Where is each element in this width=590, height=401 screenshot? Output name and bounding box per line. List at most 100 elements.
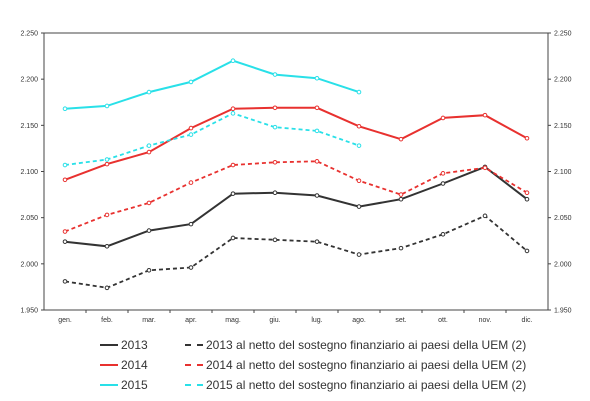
y-tick-label: 2.150 bbox=[554, 123, 572, 130]
series-line-1 bbox=[64, 106, 528, 181]
series-point-5 bbox=[356, 143, 362, 148]
series-point-1 bbox=[314, 105, 320, 111]
series-point-0 bbox=[188, 221, 194, 227]
y-tick-label: 2.150 bbox=[20, 123, 38, 130]
x-tick-label: dic. bbox=[522, 317, 533, 324]
series-point-1 bbox=[440, 115, 446, 121]
x-tick-label: giu. bbox=[269, 317, 280, 324]
series-point-2 bbox=[104, 103, 110, 109]
legend-swatch bbox=[100, 384, 118, 386]
series-line-5 bbox=[64, 112, 360, 166]
legend-label: 2015 al netto del sostegno finanziario a… bbox=[206, 378, 527, 392]
legend-label: 2013 al netto del sostegno finanziario a… bbox=[206, 338, 527, 352]
series-point-1 bbox=[398, 136, 404, 142]
series-point-4 bbox=[272, 159, 278, 165]
series-point-3 bbox=[62, 279, 68, 284]
series-point-0 bbox=[146, 228, 152, 233]
series-point-4 bbox=[314, 159, 320, 164]
series-point-0 bbox=[356, 204, 362, 209]
x-tick-label: lug. bbox=[311, 317, 322, 324]
series-point-4 bbox=[482, 165, 488, 171]
y-tick-label: 2.000 bbox=[20, 261, 38, 268]
series-point-4 bbox=[62, 229, 68, 234]
series-point-5 bbox=[314, 128, 320, 134]
series-point-4 bbox=[398, 192, 404, 197]
series-point-3 bbox=[272, 237, 278, 243]
series-point-1 bbox=[146, 149, 152, 155]
y-tick-label: 2.050 bbox=[554, 215, 572, 222]
series-line-2 bbox=[64, 59, 360, 110]
series-line-4 bbox=[64, 160, 528, 233]
series-point-4 bbox=[146, 200, 152, 206]
series-point-1 bbox=[104, 161, 110, 167]
series-point-4 bbox=[440, 171, 446, 176]
legend: 2013 2014 2015 2013 al netto del sostegn… bbox=[0, 330, 590, 400]
y-tick-label: 2.200 bbox=[20, 77, 38, 84]
legend-swatch bbox=[100, 344, 118, 346]
x-axis: gen. feb. mar. apr. mag. giu. lug. ago. set. ott.… bbox=[58, 310, 532, 324]
series-point-0 bbox=[398, 196, 404, 202]
legend-item-2013: 2013 bbox=[100, 338, 148, 352]
y-tick-label: 2.250 bbox=[20, 31, 38, 38]
series-point-5 bbox=[230, 111, 236, 116]
series-point-2 bbox=[356, 89, 362, 95]
x-tick-label: ago. bbox=[352, 317, 366, 324]
series-point-1 bbox=[356, 123, 362, 129]
y-tick-label: 1.950 bbox=[20, 308, 38, 315]
series-point-3 bbox=[146, 267, 152, 273]
legend-label: 2014 al netto del sostegno finanziario a… bbox=[206, 358, 527, 372]
legend-item-2014: 2014 bbox=[100, 358, 148, 372]
series-point-3 bbox=[104, 285, 110, 291]
y-tick-label: 2.050 bbox=[20, 215, 38, 222]
series-point-5 bbox=[272, 124, 278, 130]
x-tick-label: feb. bbox=[101, 317, 113, 324]
series-point-3 bbox=[314, 239, 320, 244]
y-tick-label: 2.100 bbox=[554, 169, 572, 176]
series-point-3 bbox=[440, 231, 446, 237]
series-point-5 bbox=[62, 162, 68, 168]
x-tick-label: nov. bbox=[479, 317, 492, 324]
legend-swatch bbox=[185, 344, 203, 346]
x-tick-label: set. bbox=[395, 317, 406, 324]
series-point-4 bbox=[356, 178, 362, 184]
series-point-2 bbox=[314, 75, 320, 81]
series-point-0 bbox=[230, 191, 236, 196]
series-point-5 bbox=[188, 132, 194, 137]
series-point-0 bbox=[272, 190, 278, 196]
series-point-3 bbox=[398, 245, 404, 251]
series-point-0 bbox=[104, 243, 110, 249]
series-line-0 bbox=[64, 165, 528, 248]
series-point-4 bbox=[104, 212, 110, 218]
legend-label: 2014 bbox=[121, 358, 148, 372]
y-axis-left: 1.950 2.000 2.050 2.100 2.150 2.200 2.250 bbox=[20, 31, 44, 315]
legend-swatch bbox=[185, 384, 203, 386]
series-point-1 bbox=[524, 135, 530, 141]
series-point-3 bbox=[356, 252, 362, 257]
x-tick-label: mag. bbox=[225, 317, 241, 324]
series-point-0 bbox=[524, 196, 530, 202]
series-point-0 bbox=[62, 239, 68, 244]
x-tick-label: ott. bbox=[438, 317, 448, 324]
series-point-5 bbox=[146, 143, 152, 148]
series-point-5 bbox=[104, 157, 110, 162]
y-tick-label: 2.250 bbox=[554, 31, 572, 38]
legend-label: 2015 bbox=[121, 378, 148, 392]
series-point-0 bbox=[314, 193, 320, 198]
series-point-3 bbox=[482, 213, 488, 219]
series-point-4 bbox=[188, 180, 194, 185]
legend-item-2015: 2015 bbox=[100, 378, 148, 392]
legend-label: 2013 bbox=[121, 338, 148, 352]
series-point-1 bbox=[272, 105, 278, 111]
legend-item-2015-net: 2015 al netto del sostegno finanziario a… bbox=[185, 378, 526, 392]
y-tick-label: 2.000 bbox=[554, 261, 572, 268]
x-tick-label: apr. bbox=[185, 317, 197, 324]
x-tick-label: gen. bbox=[58, 317, 72, 324]
legend-swatch bbox=[100, 364, 118, 366]
y-axis-right: 1.950 2.000 2.050 2.100 2.150 2.200 2.250 bbox=[548, 31, 572, 315]
legend-item-2014-net: 2014 al netto del sostegno finanziario a… bbox=[185, 358, 526, 372]
legend-swatch bbox=[185, 364, 203, 366]
series-point-1 bbox=[188, 125, 194, 131]
series-point-2 bbox=[62, 106, 68, 112]
series-point-0 bbox=[440, 181, 446, 186]
series-point-2 bbox=[188, 79, 194, 85]
